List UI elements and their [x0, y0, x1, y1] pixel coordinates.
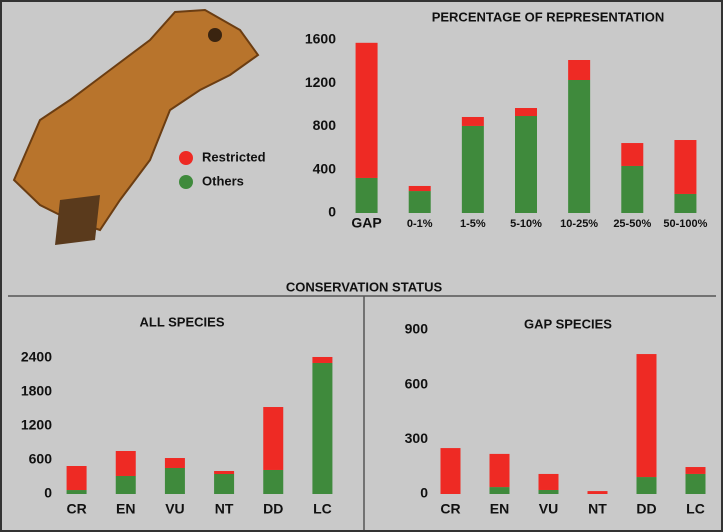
legend-marker [179, 151, 193, 165]
bar-segment [116, 451, 136, 476]
x-tick-label: 1-5% [460, 218, 486, 230]
bar-segment [490, 454, 510, 487]
y-tick-label: 0 [420, 485, 428, 501]
x-tick-label: 25-50% [613, 218, 651, 230]
frog-leg [55, 195, 100, 245]
page: {"section_title": "CONSERVATION STATUS",… [0, 0, 723, 532]
legend-label: Restricted [202, 149, 266, 164]
bar-segment [462, 126, 484, 213]
bar-segment [116, 476, 136, 494]
bar-segment [409, 186, 431, 191]
bar-segment [462, 117, 484, 126]
bar-segment [356, 178, 378, 213]
x-tick-label: EN [490, 501, 509, 517]
bar-segment [621, 143, 643, 166]
y-tick-label: 1200 [21, 417, 52, 433]
y-tick-label: 900 [405, 321, 429, 337]
bar-segment [441, 448, 461, 494]
x-tick-label: NT [588, 501, 607, 517]
y-tick-label: 600 [29, 451, 53, 467]
bar-segment [588, 491, 608, 494]
bar-segment [165, 458, 185, 468]
bar-segment [263, 470, 283, 494]
y-tick-label: 0 [44, 485, 52, 501]
bar-segment [312, 363, 332, 494]
frog-eye [208, 28, 222, 42]
y-tick-label: 800 [313, 117, 337, 133]
x-tick-label: LC [686, 501, 705, 517]
x-tick-label: VU [165, 501, 184, 517]
bar-segment [686, 474, 706, 494]
y-tick-label: 400 [313, 160, 337, 176]
bar-segment [490, 487, 510, 494]
section-title: CONSERVATION STATUS [286, 279, 443, 294]
bar-segment [637, 354, 657, 477]
x-tick-label: 50-100% [663, 218, 707, 230]
bar-segment [312, 357, 332, 363]
bar-segment [637, 477, 657, 494]
y-tick-label: 1200 [305, 74, 336, 90]
bar-segment [674, 140, 696, 194]
y-tick-label: 2400 [21, 349, 52, 365]
bar-segment [263, 407, 283, 470]
y-tick-label: 300 [405, 430, 429, 446]
bar-segment [356, 43, 378, 178]
x-tick-label: DD [636, 501, 656, 517]
bar-segment [539, 490, 559, 494]
x-tick-label: NT [215, 501, 234, 517]
legend-label: Others [202, 173, 244, 188]
bar-segment [568, 80, 590, 213]
y-tick-label: 1600 [305, 31, 336, 47]
bar-segment [214, 474, 234, 494]
bar-segment [568, 60, 590, 80]
x-tick-label: LC [313, 501, 332, 517]
bar-segment [165, 468, 185, 494]
chart-title: PERCENTAGE OF REPRESENTATION [432, 9, 665, 24]
figure: CONSERVATION STATUS PERCENTAGE OF REPRES… [0, 0, 723, 532]
chart-title: ALL SPECIES [139, 314, 224, 329]
bar-segment [674, 194, 696, 213]
x-tick-label: GAP [351, 215, 381, 231]
x-tick-label: 10-25% [560, 218, 598, 230]
bar-segment [515, 116, 537, 213]
bar-segment [67, 490, 87, 494]
bar-segment [67, 466, 87, 490]
x-tick-label: 0-1% [407, 218, 433, 230]
legend-marker [179, 175, 193, 189]
x-tick-label: CR [440, 501, 460, 517]
x-tick-label: EN [116, 501, 135, 517]
x-tick-label: DD [263, 501, 283, 517]
y-tick-label: 600 [405, 375, 429, 391]
bar-segment [409, 191, 431, 213]
x-tick-label: VU [539, 501, 558, 517]
bar-segment [686, 467, 706, 474]
y-tick-label: 1800 [21, 383, 52, 399]
chart-title: GAP SPECIES [524, 316, 612, 331]
bar-segment [539, 474, 559, 490]
y-tick-label: 0 [328, 204, 336, 220]
x-tick-label: CR [66, 501, 86, 517]
x-tick-label: 5-10% [510, 218, 542, 230]
bar-segment [621, 166, 643, 213]
bar-segment [214, 471, 234, 474]
bar-segment [515, 108, 537, 116]
